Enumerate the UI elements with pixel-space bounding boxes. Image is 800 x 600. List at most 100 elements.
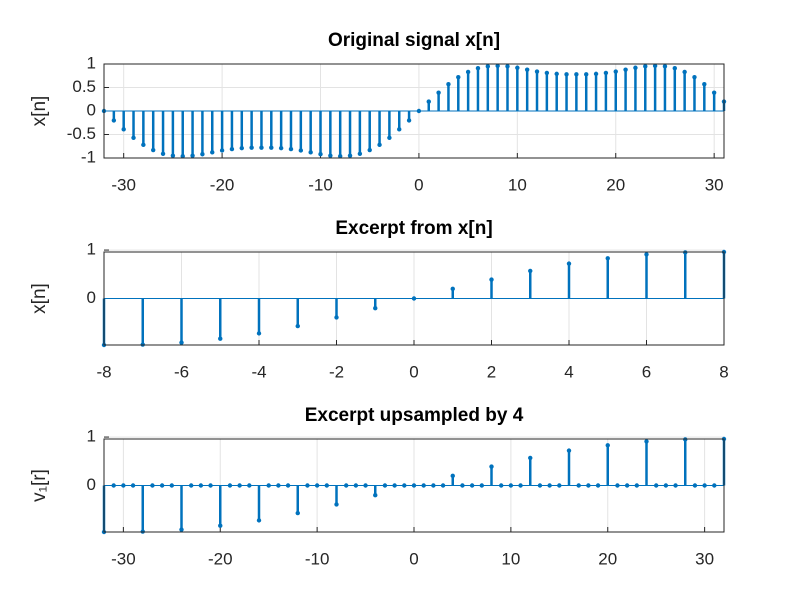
- stem: [605, 256, 610, 299]
- stem-marker: [305, 483, 310, 488]
- stem: [498, 483, 504, 488]
- x-tick-label: 0: [409, 549, 418, 568]
- stem: [702, 483, 707, 488]
- stem-marker: [605, 256, 610, 261]
- x-tick-label: 20: [606, 175, 625, 194]
- stem: [179, 485, 184, 532]
- stem: [373, 298, 378, 311]
- x-tick-label: 30: [695, 549, 714, 568]
- stem: [305, 483, 310, 488]
- x-tick-label: 30: [705, 175, 724, 194]
- stem: [633, 65, 638, 111]
- stem: [373, 485, 378, 498]
- stem-marker: [198, 483, 204, 488]
- stem-marker: [200, 152, 205, 157]
- stem-marker: [314, 483, 320, 488]
- stem-marker: [623, 67, 628, 72]
- x-tick-label: 6: [642, 362, 651, 381]
- stem-marker: [431, 483, 436, 488]
- x-tick-label: -4: [251, 362, 266, 381]
- stem-marker: [190, 153, 195, 158]
- stem-marker: [256, 518, 262, 523]
- x-tick-label: 2: [487, 362, 496, 381]
- stem: [564, 72, 569, 111]
- stem-marker: [308, 150, 313, 155]
- stem: [198, 483, 204, 488]
- stem-marker: [111, 483, 116, 488]
- stem-marker: [653, 483, 659, 488]
- stem: [644, 252, 649, 299]
- stem-marker: [382, 483, 388, 488]
- axes-box: [103, 438, 725, 533]
- x-tick-label: 20: [598, 549, 617, 568]
- stem-marker: [528, 268, 533, 274]
- stem-marker: [130, 483, 136, 488]
- stem-marker: [353, 483, 359, 488]
- stem: [308, 111, 313, 155]
- stem: [150, 483, 155, 488]
- stem: [469, 483, 475, 488]
- stem: [382, 483, 388, 488]
- x-tick-label: -10: [308, 175, 333, 194]
- stem-marker: [505, 64, 510, 69]
- stem-marker: [702, 483, 707, 488]
- stem: [644, 439, 649, 486]
- stem-marker: [318, 152, 323, 157]
- stem: [518, 483, 523, 488]
- y-tick-label: 0.5: [72, 77, 96, 96]
- stem-marker: [603, 70, 609, 76]
- stem-marker: [219, 148, 225, 153]
- stem: [357, 111, 363, 156]
- stem: [295, 298, 300, 329]
- stem-marker: [566, 261, 572, 266]
- stem: [416, 108, 422, 114]
- stem-marker: [644, 439, 649, 444]
- stem: [605, 443, 610, 486]
- stem-marker: [518, 483, 523, 488]
- stem: [363, 483, 368, 488]
- stem-marker: [266, 483, 271, 488]
- stem-marker: [479, 483, 485, 488]
- stem: [524, 67, 530, 111]
- stem-marker: [411, 296, 417, 301]
- stem: [653, 483, 659, 488]
- stem-marker: [515, 65, 520, 70]
- stem-marker: [652, 63, 658, 69]
- stem: [353, 483, 359, 488]
- y-axis-label: v₁[r]: [29, 469, 50, 502]
- stem: [121, 483, 126, 488]
- stem: [188, 483, 194, 488]
- stem-marker: [615, 483, 620, 488]
- stem-marker: [328, 153, 333, 158]
- stem: [266, 483, 271, 488]
- stem: [121, 111, 126, 132]
- stem: [377, 111, 382, 148]
- stem-marker: [334, 502, 339, 507]
- chart-title: Original signal x[n]: [328, 30, 500, 51]
- stem-marker: [534, 69, 540, 74]
- stem: [285, 483, 291, 488]
- stem: [278, 111, 284, 151]
- stem: [515, 65, 520, 111]
- stem-marker: [450, 473, 455, 479]
- stem: [613, 69, 618, 111]
- stem: [269, 111, 274, 150]
- stem: [450, 286, 455, 299]
- y-tick-label: -0.5: [67, 124, 96, 143]
- stem-marker: [421, 483, 426, 488]
- y-tick-label: -1: [81, 147, 96, 166]
- x-tick-label: -30: [111, 549, 136, 568]
- stem: [130, 483, 136, 488]
- stem-marker: [633, 65, 638, 70]
- stem: [411, 483, 417, 488]
- stem-marker: [469, 483, 475, 488]
- x-tick-label: 0: [409, 362, 418, 381]
- y-tick-label: 1: [87, 240, 96, 259]
- stem-marker: [237, 483, 242, 488]
- stem: [557, 483, 562, 488]
- stem: [159, 483, 165, 488]
- stem-marker: [295, 510, 300, 516]
- stem: [593, 71, 599, 111]
- stem-marker: [298, 148, 304, 153]
- stem: [259, 111, 264, 150]
